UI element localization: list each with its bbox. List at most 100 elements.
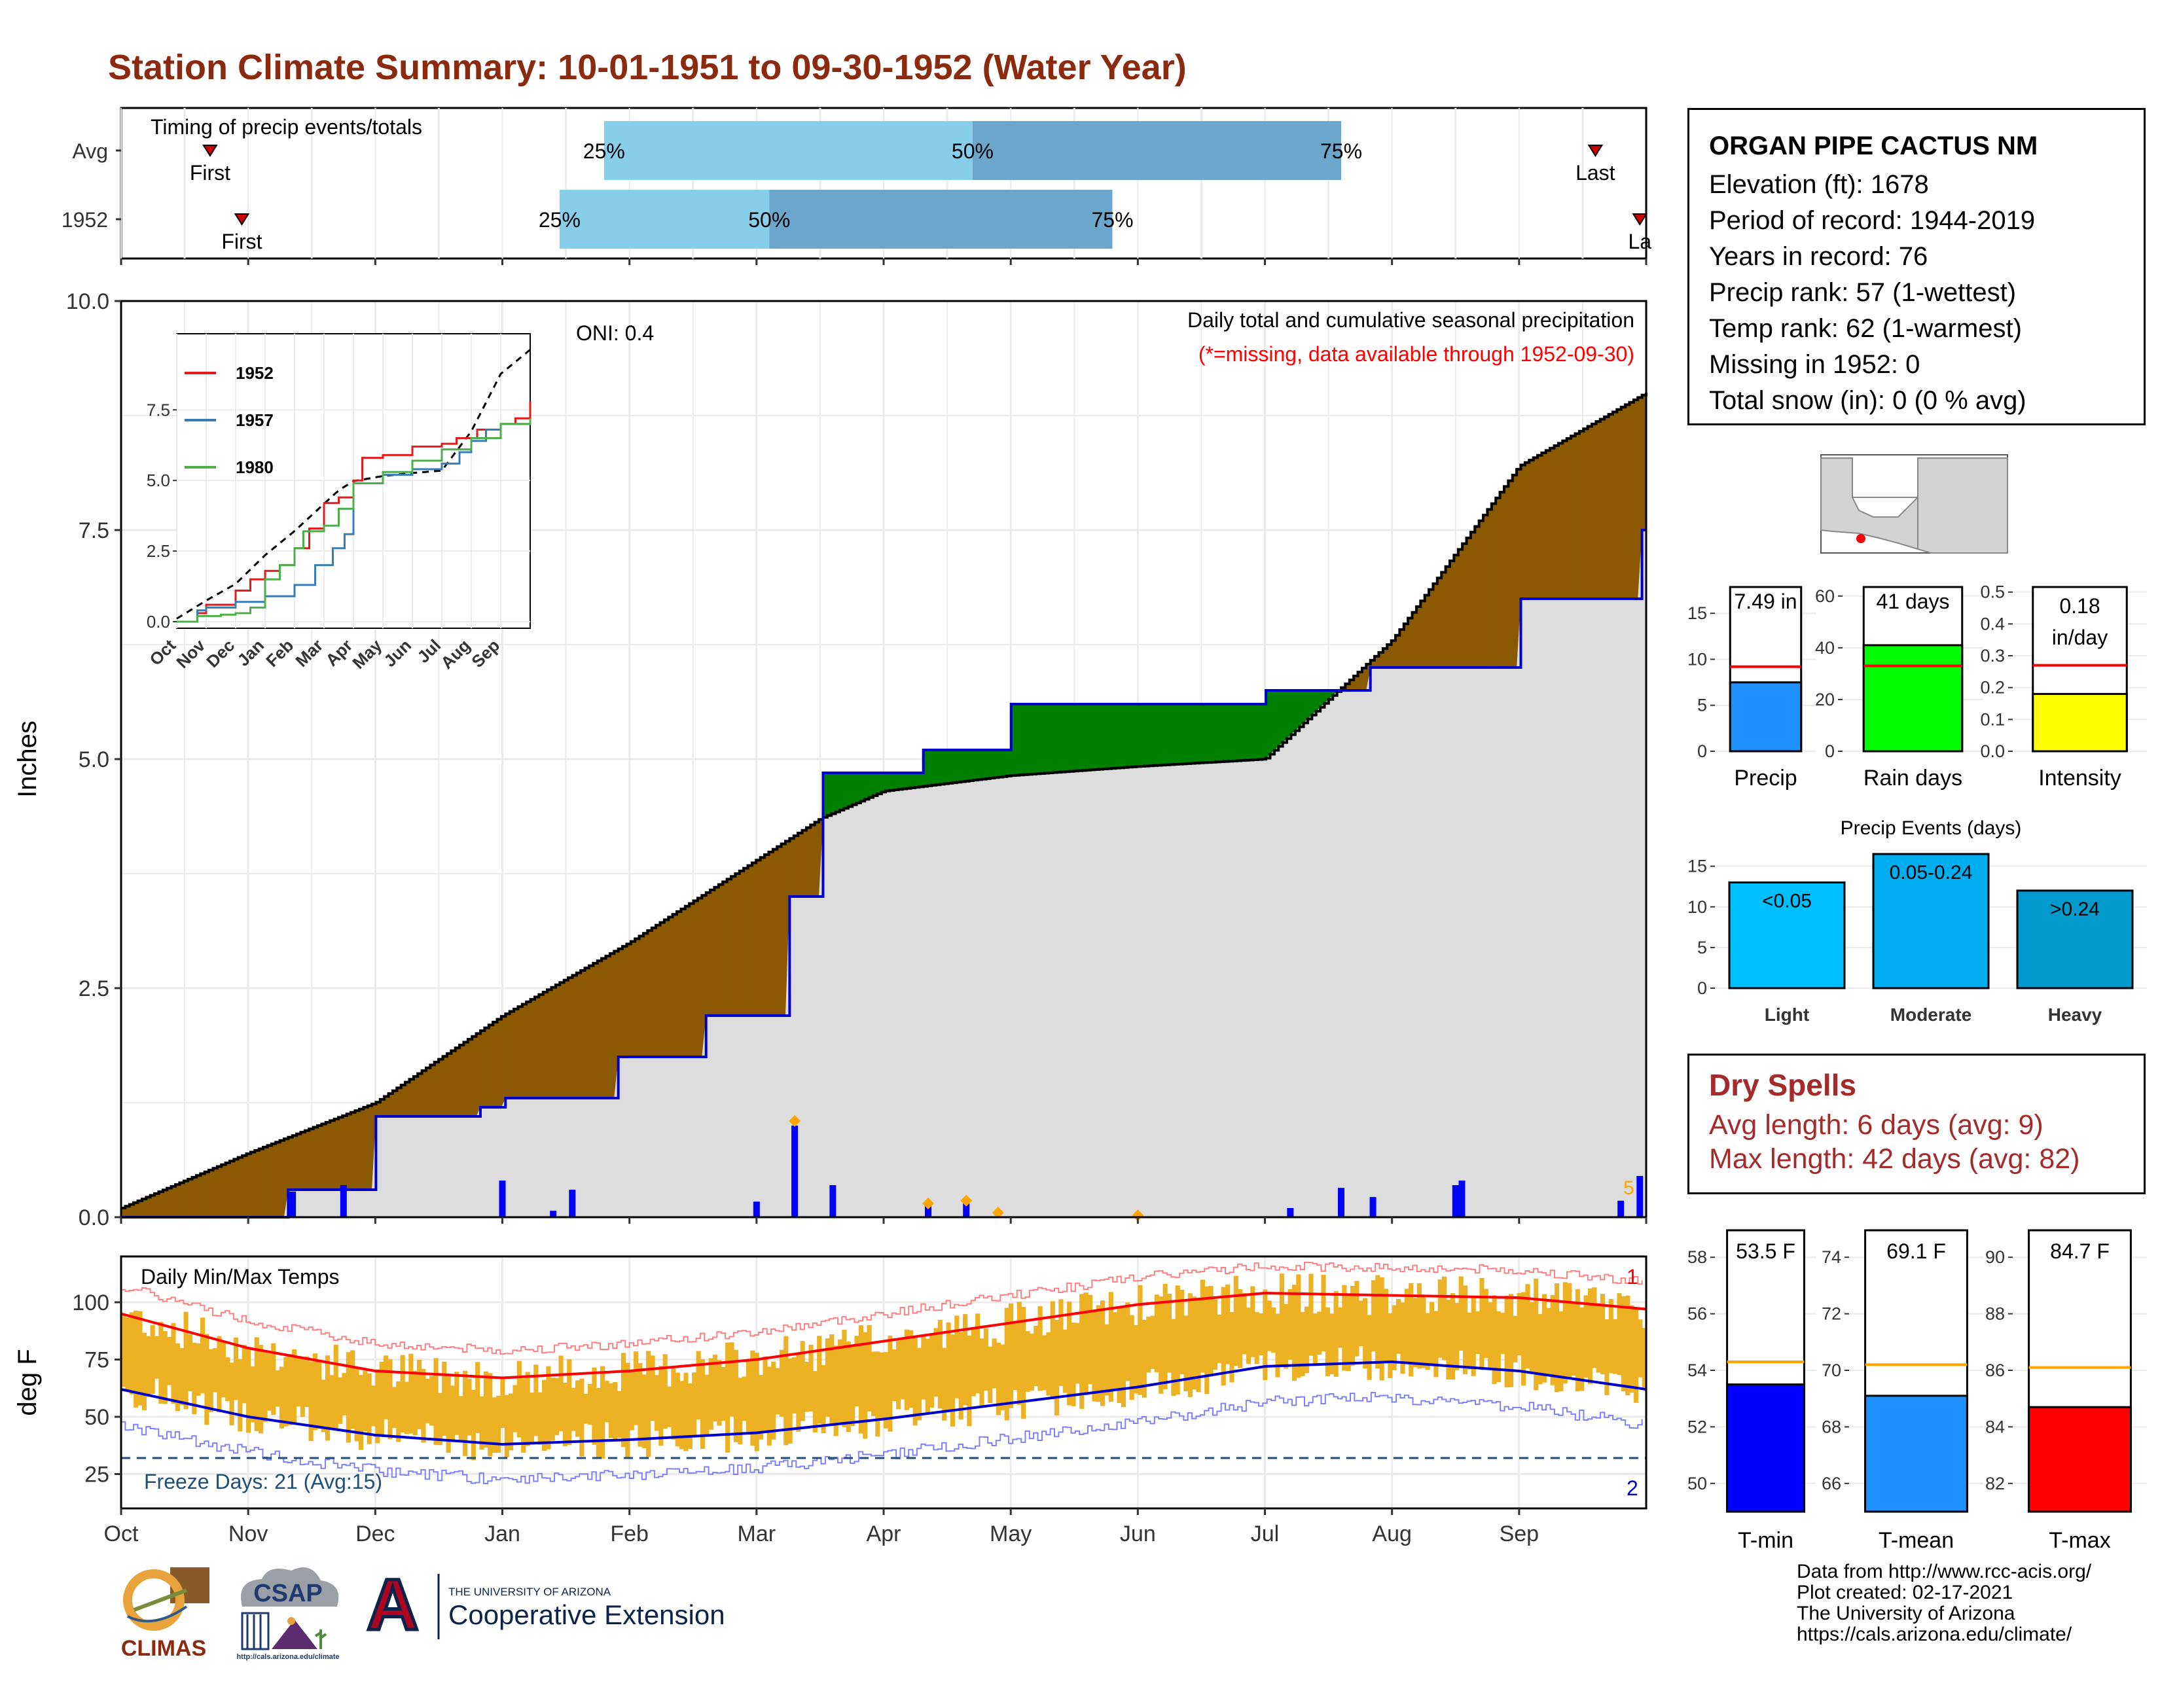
daily-temp-bar xyxy=(942,1347,947,1421)
surplus-area xyxy=(1157,704,1162,766)
right-panels: 0 5 10 15 7.49 in Precip 0 20 40 60 41 days Rain da… xyxy=(1687,454,2147,1553)
surplus-area xyxy=(869,773,874,798)
deficit-area xyxy=(1354,675,1359,690)
daily-temp-bar xyxy=(1092,1310,1097,1402)
daily-temp-bar xyxy=(158,1322,164,1404)
tempbar xyxy=(2028,1406,2132,1513)
daily-temp-bar xyxy=(463,1370,468,1457)
surplus-area xyxy=(1312,690,1317,715)
deficit-area xyxy=(192,1177,197,1217)
surplus-area xyxy=(1174,704,1179,765)
deficit-area xyxy=(660,922,665,1057)
surplus-area xyxy=(1228,704,1233,762)
daily-temp-bar xyxy=(433,1358,439,1446)
deficit-area xyxy=(125,1206,130,1217)
daily-temp-bar xyxy=(983,1328,988,1391)
deficit-area xyxy=(309,1129,314,1190)
surplus-area xyxy=(1195,704,1200,764)
daily-temp-bar xyxy=(179,1348,185,1406)
daily-temp-bar xyxy=(1575,1289,1580,1392)
daily-temp-bar xyxy=(921,1335,926,1400)
deficit-area xyxy=(467,1039,473,1116)
surplus-area xyxy=(1219,704,1225,762)
daily-temp-bar xyxy=(692,1372,697,1436)
daily-temp-bar xyxy=(929,1335,935,1408)
daily-temp-bar xyxy=(1254,1311,1259,1364)
deficit-area xyxy=(376,1102,381,1116)
daily-temp-bar xyxy=(1350,1285,1356,1366)
event-bar-label: 0.05-0.24 xyxy=(1890,862,1973,883)
deficit-area xyxy=(1479,520,1484,667)
daily-temp-bar xyxy=(900,1340,905,1400)
tempbar-y-tick: 70 xyxy=(1822,1361,1841,1380)
daily-temp-bar xyxy=(687,1383,693,1450)
inset-y-tick: 7.5 xyxy=(147,400,170,419)
deficit-area xyxy=(342,1115,348,1190)
dry-spells-max: Max length: 42 days (avg: 82) xyxy=(1709,1143,2080,1175)
deficit-area xyxy=(602,958,607,1098)
surplus-area xyxy=(1002,750,1007,777)
x-month-label: Oct xyxy=(104,1521,139,1546)
daily-temp-bar xyxy=(1325,1307,1330,1377)
summary-y-tick: 0 xyxy=(1825,741,1835,761)
summary-y-tick: 10 xyxy=(1687,649,1707,669)
deficit-area xyxy=(1571,436,1576,599)
deficit-area xyxy=(392,1090,397,1116)
surplus-area xyxy=(982,750,986,779)
temp-panel-label: Daily Min/Max Temps xyxy=(141,1265,339,1289)
summary-bar-label: Intensity xyxy=(2038,766,2121,791)
precip-events-title: Precip Events (days) xyxy=(1841,817,2022,839)
daily-temp-bar xyxy=(613,1381,618,1442)
deficit-area xyxy=(246,1154,251,1217)
surplus-area xyxy=(965,750,970,781)
daily-temp-bar xyxy=(975,1313,981,1394)
deficit-area xyxy=(1395,635,1400,667)
deficit-area xyxy=(1466,538,1471,667)
first-label: First xyxy=(221,230,262,253)
daily-temp-bar xyxy=(708,1358,713,1430)
deficit-area xyxy=(234,1159,239,1217)
surplus-area xyxy=(986,750,991,779)
avg-tmin-line xyxy=(120,1360,1647,1446)
deficit-area xyxy=(555,985,560,1098)
deficit-area xyxy=(751,863,757,1016)
daily-temp-bar xyxy=(1592,1287,1597,1368)
daily-precip-bar xyxy=(1338,1188,1344,1217)
surplus-area xyxy=(1203,704,1208,763)
daily-temp-bar xyxy=(416,1359,422,1429)
x-month-label: Dec xyxy=(355,1521,395,1546)
daily-temp-bar xyxy=(1279,1273,1284,1366)
daily-temp-bar xyxy=(1642,1328,1647,1387)
deficit-area xyxy=(1500,492,1505,667)
daily-temp-bar xyxy=(475,1362,480,1433)
daily-temp-bar xyxy=(363,1370,368,1432)
deficit-area xyxy=(480,1030,485,1107)
daily-temp-bar xyxy=(1108,1292,1113,1402)
inset-y-tick: 5.0 xyxy=(147,471,170,490)
deficit-area xyxy=(1558,443,1563,599)
deficit-area xyxy=(1592,423,1596,599)
deficit-area xyxy=(814,822,819,897)
surplus-area xyxy=(923,750,928,787)
deficit-area xyxy=(263,1147,268,1217)
surplus-area xyxy=(1044,704,1049,774)
surplus-area xyxy=(1249,704,1254,760)
avg-tmax-line xyxy=(120,1291,1647,1379)
daily-temp-bar xyxy=(1500,1313,1505,1355)
daily-temp-bar xyxy=(425,1378,430,1423)
daily-temp-bar xyxy=(571,1387,576,1431)
surplus-area xyxy=(1270,690,1275,755)
daily-temp-bar xyxy=(541,1379,547,1451)
surplus-area xyxy=(873,773,878,796)
surplus-area xyxy=(1103,704,1108,770)
daily-temp-bar xyxy=(1029,1334,1034,1391)
daily-temp-bar xyxy=(1333,1290,1339,1377)
deficit-area xyxy=(1391,640,1396,667)
daily-temp-bar xyxy=(704,1374,710,1436)
daily-temp-bar xyxy=(521,1378,526,1453)
daily-temp-bar xyxy=(225,1357,230,1402)
surplus-area xyxy=(1182,704,1187,764)
surplus-area xyxy=(990,750,995,779)
deficit-area xyxy=(141,1199,147,1217)
surplus-area xyxy=(1161,704,1166,766)
